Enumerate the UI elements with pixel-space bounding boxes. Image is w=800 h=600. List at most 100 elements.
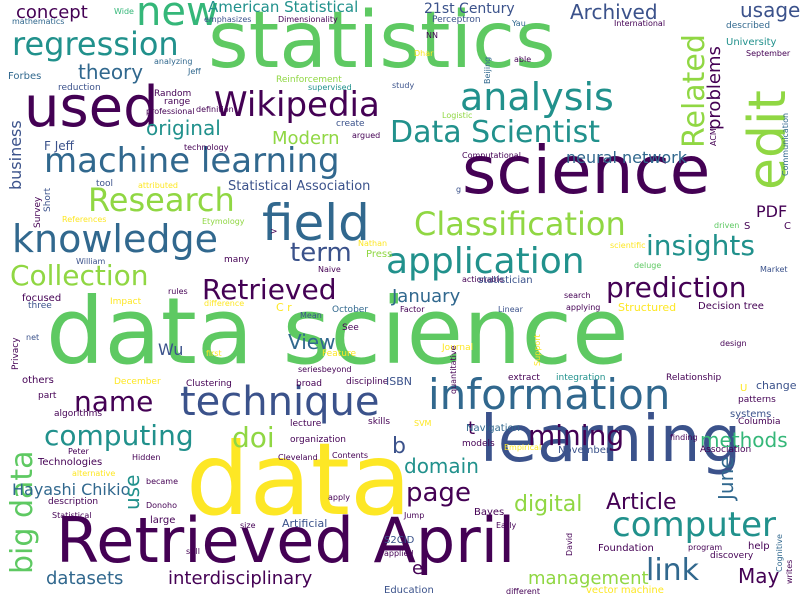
word-isbn: ISBN: [386, 375, 413, 388]
word-journal: Journal: [442, 343, 474, 353]
word-clustering: Clustering: [186, 379, 232, 389]
word-described: described: [726, 21, 771, 31]
word-attributed: attributed: [138, 181, 178, 190]
word-big-data: big data: [5, 450, 40, 574]
word-applied: applied: [384, 549, 414, 558]
word-cleveland: Cleveland: [278, 453, 318, 462]
word-education: Education: [384, 585, 434, 596]
word-broad: broad: [296, 379, 322, 389]
word-computing: computing: [44, 419, 194, 452]
word-university: University: [726, 37, 777, 48]
word-feature: Feature: [322, 349, 357, 359]
word-methods: methods: [700, 428, 788, 452]
word-technology: technology: [184, 143, 229, 152]
word-hayashi-chikio: Hayashi Chikio: [12, 480, 131, 499]
word-american-statistical: American Statistical: [208, 0, 359, 16]
word-actionable: actionable: [462, 275, 504, 284]
word-technologies: Technologies: [38, 457, 103, 468]
word-professional: professional: [146, 107, 195, 116]
word-analyzing: analyzing: [154, 57, 193, 66]
word-focused: focused: [22, 293, 62, 304]
word-logistic: Logistic: [442, 111, 473, 120]
word-three: three: [28, 301, 52, 311]
word-s: S: [744, 221, 751, 232]
word-survey: Survey: [33, 196, 43, 228]
word-search: search: [564, 291, 591, 300]
word-modern: Modern: [272, 128, 340, 149]
word-machine-learning: machine learning: [44, 141, 340, 181]
word-relationship: Relationship: [666, 373, 722, 383]
word-page: page: [406, 478, 471, 508]
word-problems: problems: [704, 46, 725, 130]
word-learning: learning: [480, 403, 742, 477]
word-david: David: [565, 532, 574, 556]
word-finding: finding: [670, 433, 698, 442]
word-net: net: [26, 333, 40, 342]
word-applying: applying: [566, 303, 601, 312]
word-privacy: Privacy: [11, 337, 21, 370]
word-support: Support: [533, 334, 542, 366]
word-computational: Computational: [462, 151, 521, 160]
word-description: description: [48, 497, 99, 507]
word-usage: usage: [740, 0, 800, 22]
word-link: link: [646, 553, 700, 588]
word-naive: Naive: [318, 265, 341, 274]
word-discipline: discipline: [346, 377, 389, 387]
word-references: References: [62, 215, 107, 224]
word-g: g: [456, 185, 462, 194]
word-decision-tree: Decision tree: [698, 301, 764, 312]
word-archived: Archived: [570, 0, 658, 24]
word-factor: Factor: [400, 305, 425, 314]
word-nn: NN: [426, 31, 438, 40]
word-range: range: [164, 97, 191, 107]
word-statistical-association: Statistical Association: [228, 179, 371, 194]
word-u: U: [740, 383, 748, 394]
word-management: management: [528, 568, 649, 589]
word-models: models: [462, 439, 495, 449]
word-quantitative: quantitative: [449, 345, 458, 394]
word-collection: Collection: [10, 259, 149, 292]
word-acm: ACM: [709, 128, 718, 146]
word-october: October: [332, 305, 369, 315]
word-lecture: lecture: [290, 419, 322, 429]
word-many: many: [224, 255, 250, 265]
word-difference: difference: [204, 299, 245, 308]
word-business: business: [6, 120, 25, 190]
word-data: data: [186, 421, 412, 538]
word-september: September: [746, 49, 791, 58]
word-tool: tool: [96, 179, 114, 189]
word-information: information: [428, 370, 671, 419]
word-december: December: [114, 377, 161, 387]
word-domain: domain: [404, 454, 479, 478]
word-retrieved: Retrieved: [202, 273, 337, 306]
word-first: first: [206, 349, 222, 358]
word-e: e: [412, 558, 424, 579]
word-computer: computer: [612, 505, 776, 545]
word-neural-network: neural network: [566, 148, 688, 167]
word-program: program: [688, 543, 723, 552]
word-forbes: Forbes: [8, 71, 42, 82]
word-others: others: [22, 375, 54, 386]
word-see: See: [342, 323, 359, 333]
word-november: November: [558, 445, 611, 456]
word-name: name: [74, 385, 154, 418]
word-became: became: [146, 477, 179, 486]
word-patterns: patterns: [738, 395, 776, 405]
word-driven: driven: [714, 221, 740, 230]
word-c-r: C r: [276, 301, 292, 314]
word-impact: Impact: [110, 297, 142, 307]
word-field: field: [262, 194, 370, 252]
word-wide: Wide: [114, 7, 134, 16]
word-perceptron: Perceptron: [432, 15, 481, 25]
word-change: change: [756, 379, 797, 392]
word-apply: apply: [328, 493, 351, 502]
word-supervised: supervised: [308, 83, 352, 92]
word-hidden: Hidden: [132, 453, 161, 462]
word-science: science: [462, 132, 711, 209]
word-discovery: discovery: [710, 551, 754, 561]
word-b: b: [392, 434, 406, 459]
word-contents: Contents: [332, 451, 368, 460]
word-new: new: [136, 0, 219, 35]
word-theory: theory: [78, 60, 144, 84]
word-communication: Communication: [781, 112, 790, 176]
